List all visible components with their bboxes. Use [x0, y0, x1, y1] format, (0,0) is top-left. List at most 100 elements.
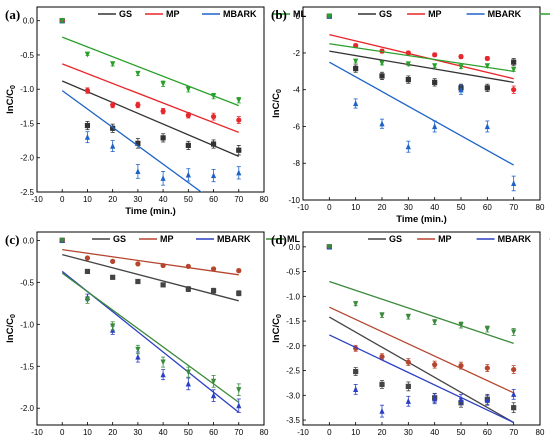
data-point — [185, 286, 191, 292]
data-point — [379, 73, 385, 79]
x-tick-label: 50 — [457, 203, 466, 212]
panel-d: -10 0 10 20 30 40 50 60 70 80 -3.5 -3.0 -2.5 -2.0 -1.5… — [271, 231, 550, 437]
fit-line — [62, 254, 239, 302]
data-point — [84, 87, 91, 94]
data-point — [432, 52, 438, 58]
y-tick-label: -1.0 — [20, 320, 34, 329]
fit-line — [329, 316, 514, 424]
data-point — [458, 64, 464, 70]
data-point — [405, 359, 411, 365]
data-point — [135, 70, 141, 77]
data-point — [236, 117, 242, 123]
y-tick-label: -3.5 — [286, 416, 300, 425]
plot-area — [59, 237, 242, 413]
x-tick-label: 60 — [483, 428, 492, 437]
data-point — [484, 55, 490, 62]
y-tick-label: 0 — [296, 12, 301, 21]
x-tick-label: 40 — [159, 428, 168, 437]
data-point — [484, 397, 490, 403]
x-tick-label: 10 — [83, 195, 92, 204]
x-tick-label: 20 — [108, 428, 117, 437]
y-axis-label: lnC/C0 — [271, 89, 283, 118]
x-tick-label: 80 — [536, 203, 545, 212]
data-point — [110, 323, 116, 330]
data-point — [379, 312, 385, 319]
y-tick-label: -10 — [288, 196, 300, 205]
x-tick-label: 80 — [260, 428, 269, 437]
data-point — [135, 168, 141, 175]
data-point — [326, 244, 332, 251]
plot-frame — [302, 231, 541, 426]
data-point — [353, 58, 359, 65]
y-tick-label: -2 — [293, 49, 301, 58]
data-point — [236, 402, 242, 409]
x-tick-label: 30 — [133, 428, 142, 437]
data-point — [160, 359, 166, 366]
x-tick-label: 70 — [234, 428, 243, 437]
data-point — [59, 237, 65, 244]
legend-label: GS — [119, 9, 132, 19]
data-point — [432, 395, 438, 402]
x-tick-label: -10 — [31, 195, 43, 204]
y-tick-label: -0.5 — [20, 278, 34, 287]
data-point — [511, 391, 517, 397]
fit-line — [61, 272, 240, 403]
x-tick-label: 50 — [457, 428, 466, 437]
data-point — [379, 381, 385, 388]
data-point — [160, 81, 166, 87]
panel-b: -10 0 10 20 30 40 50 60 70 80 -10 -8 -6 -4 -2 0 Time (mi… — [271, 6, 550, 225]
data-point — [84, 268, 91, 275]
data-point — [511, 405, 517, 411]
data-point — [458, 396, 464, 402]
data-point — [236, 387, 242, 393]
panel-label: (b) — [271, 7, 287, 22]
data-point — [210, 378, 217, 385]
fit-line — [61, 80, 240, 157]
data-point — [210, 114, 217, 120]
y-tick-label: -1.5 — [20, 362, 34, 371]
x-tick-label: 60 — [209, 195, 218, 204]
y-tick-label: -2.0 — [286, 342, 300, 351]
data-point — [185, 86, 191, 93]
x-tick-label: 50 — [184, 195, 193, 204]
data-point — [84, 122, 91, 129]
data-point — [432, 319, 438, 326]
data-point — [59, 18, 65, 24]
legend-label: ML — [287, 234, 300, 244]
legend-label: MBARK — [488, 9, 522, 19]
x-tick-label: 40 — [159, 195, 168, 204]
plot-area — [59, 17, 242, 192]
data-point — [110, 258, 116, 264]
legend-label: MP — [160, 234, 174, 244]
data-point — [432, 123, 438, 130]
data-point — [185, 142, 191, 149]
x-tick-label: 10 — [351, 428, 360, 437]
data-point — [353, 301, 359, 307]
plot-frame — [36, 231, 265, 426]
y-tick-label: -6 — [293, 122, 301, 131]
data-point — [405, 50, 411, 56]
data-point — [405, 61, 411, 68]
fit-line — [329, 61, 514, 166]
x-tick-label: 10 — [351, 203, 360, 212]
data-point — [160, 282, 166, 288]
data-point — [511, 87, 517, 93]
data-point — [210, 93, 217, 100]
data-point — [353, 386, 359, 392]
legend-label: MP — [166, 9, 180, 19]
x-tick-label: 40 — [430, 203, 439, 212]
data-point — [210, 392, 217, 399]
data-point — [326, 13, 332, 20]
y-tick-label: -2.5 — [20, 188, 34, 197]
data-point — [110, 61, 116, 68]
y-axis-label: lnC/C0 — [5, 85, 17, 114]
x-tick-label: 0 — [327, 428, 332, 437]
x-tick-label: 20 — [378, 203, 387, 212]
data-point — [236, 97, 242, 104]
x-tick-label: 70 — [234, 195, 243, 204]
data-point — [210, 288, 217, 294]
data-point — [210, 141, 217, 147]
data-point — [236, 290, 242, 296]
legend-label: GS — [113, 234, 126, 244]
y-tick-label: -2.5 — [286, 367, 300, 376]
